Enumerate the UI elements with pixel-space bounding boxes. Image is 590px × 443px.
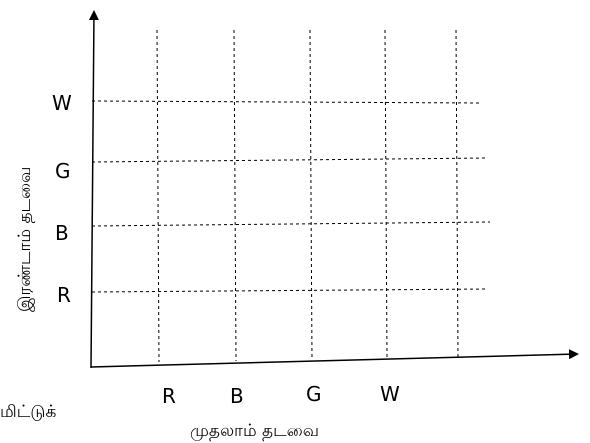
horizontal-grid-lines [91, 100, 491, 293]
grid-line-vertical [233, 29, 237, 362]
grid-line-vertical [156, 29, 160, 363]
y-tick-label: G [55, 159, 71, 183]
grid-line-vertical [384, 29, 388, 359]
x-tick-label: G [306, 382, 322, 406]
grid-line-vertical [309, 29, 313, 361]
x-axis-title: முதலாம் தடவை [190, 421, 319, 441]
y-tick-label: R [57, 283, 71, 307]
x-axis [90, 349, 579, 368]
grid-line-vertical [455, 29, 459, 358]
grid-line-horizontal [91, 100, 483, 104]
x-tick-label: W [380, 382, 400, 406]
y-axis-title: இரண்டாம் தடவை [15, 167, 35, 312]
y-tick-label: B [55, 221, 69, 245]
y-tick-label: W [52, 91, 72, 115]
y-axis [88, 10, 99, 369]
grid-line-horizontal [91, 221, 491, 227]
x-tick-label: B [230, 384, 244, 408]
corner-label: மிட்டுக் [0, 402, 56, 422]
grid-line-horizontal [91, 288, 489, 293]
x-tick-label: R [162, 384, 176, 408]
vertical-grid-lines [156, 29, 459, 363]
grid-line-horizontal [91, 157, 488, 163]
